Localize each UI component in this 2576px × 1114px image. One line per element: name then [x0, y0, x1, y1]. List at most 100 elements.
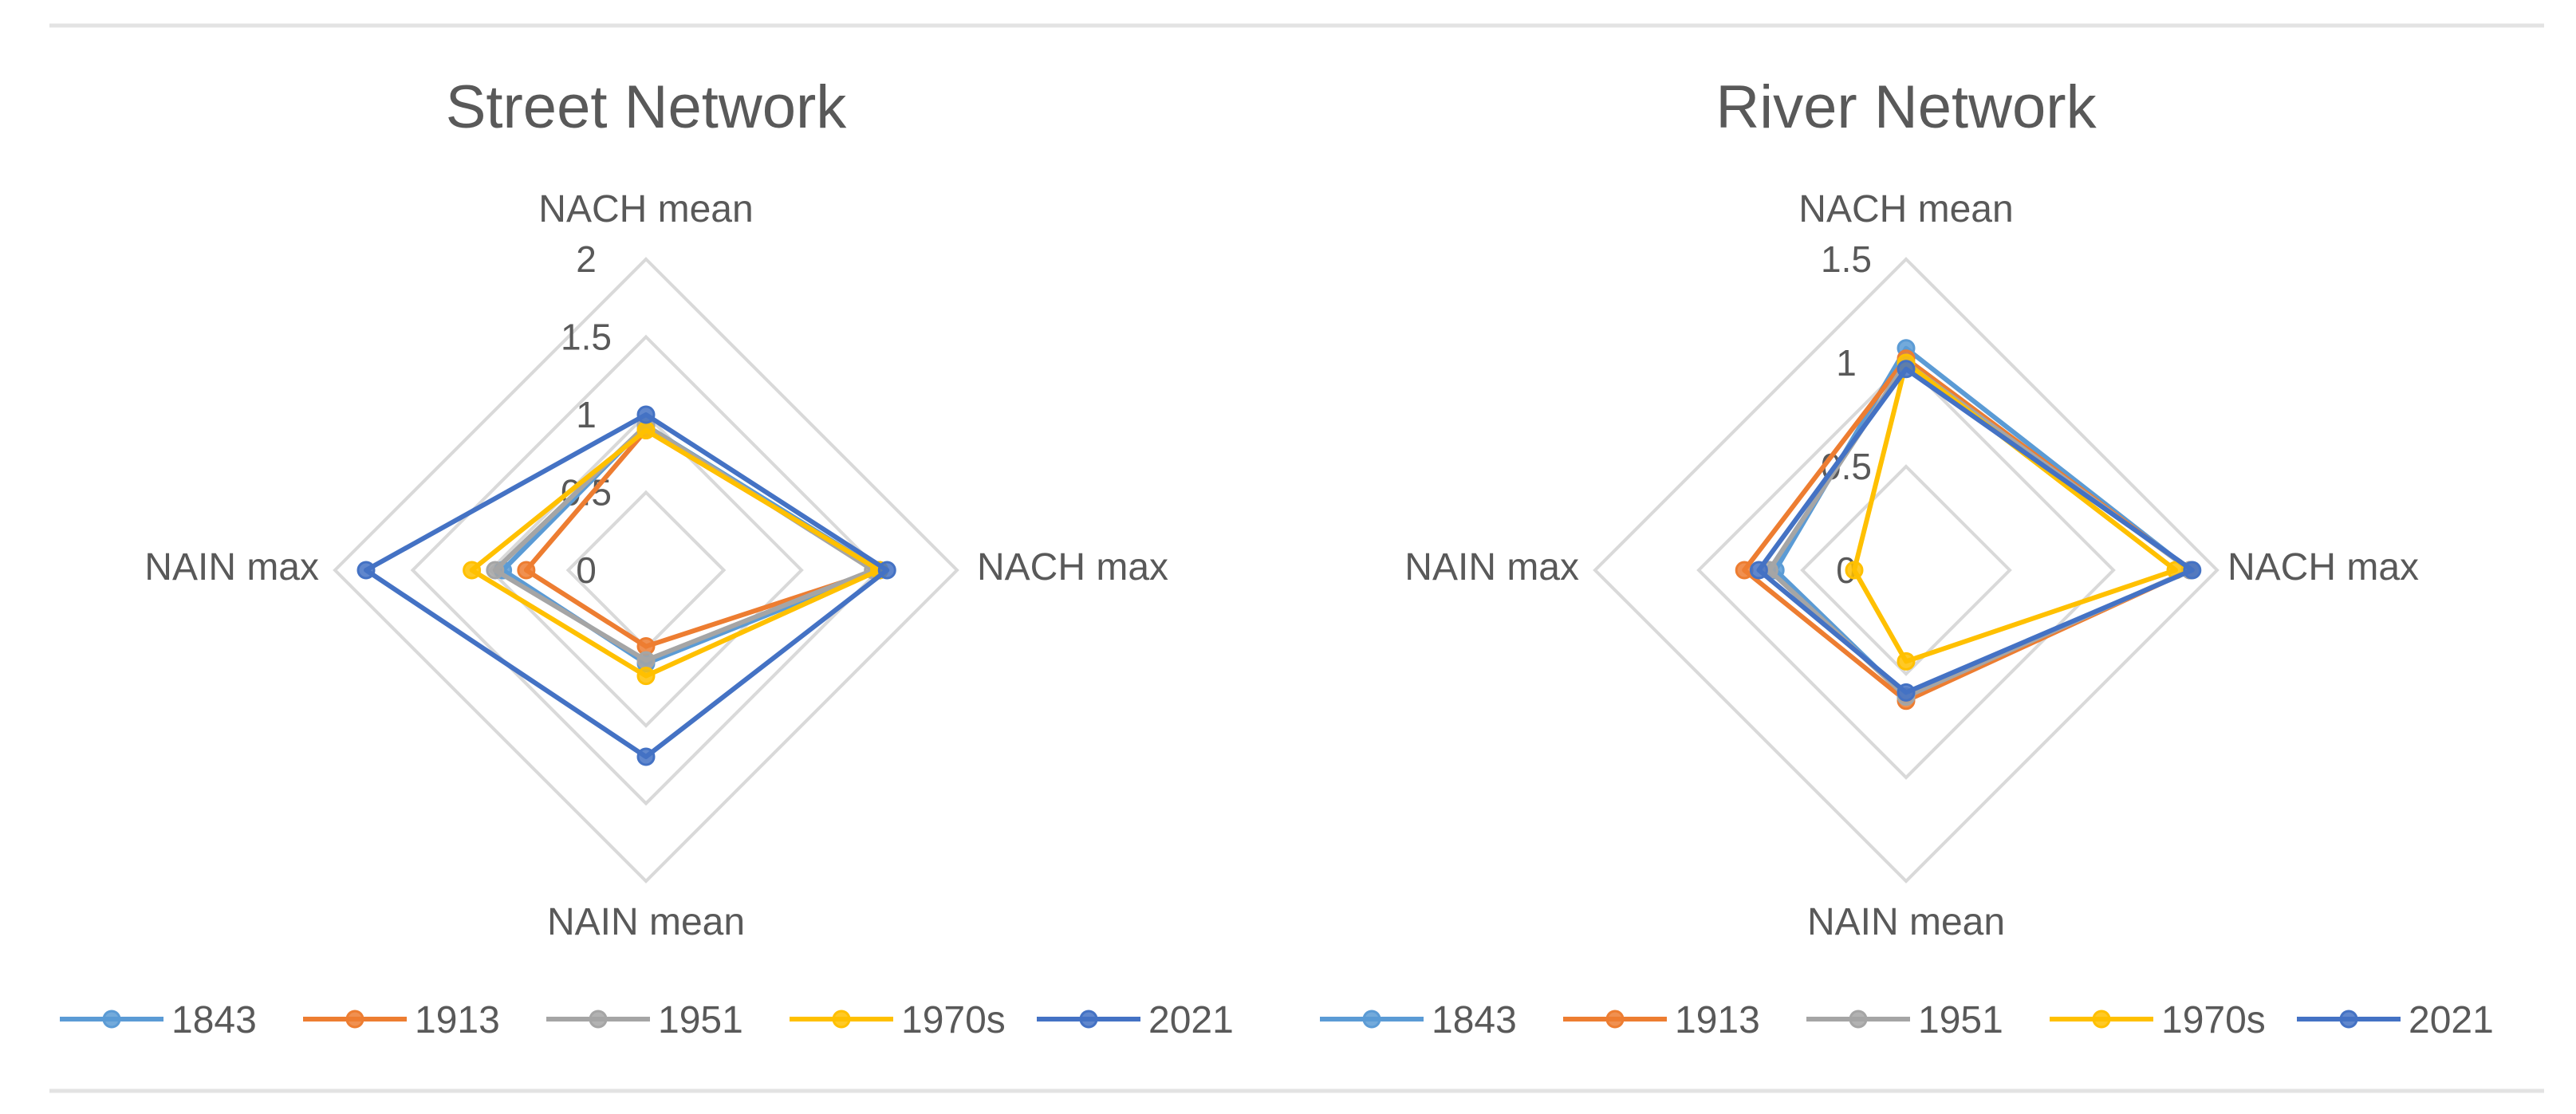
- street-legend-label: 1843: [171, 999, 257, 1041]
- river-legend-item: 1843: [1320, 999, 1517, 1041]
- river-legend-label: 1843: [1432, 999, 1517, 1041]
- street-data-point: [638, 422, 654, 439]
- river-legend-item: 1951: [1806, 999, 2003, 1041]
- street-tick-label: 2: [576, 238, 597, 280]
- street-data-point: [358, 562, 374, 578]
- street-legend-label: 2021: [1148, 999, 1234, 1041]
- street-axis-label-nain-mean: NAIN mean: [547, 901, 745, 943]
- street-legend-swatch-marker: [832, 1010, 851, 1029]
- street-grid: [333, 257, 959, 884]
- river-legend-swatch-marker: [1605, 1010, 1625, 1029]
- river-chart-title: River Network: [1715, 73, 2097, 141]
- street-legend-swatch-marker: [589, 1010, 608, 1029]
- river-data-point-outline: [1897, 360, 1916, 379]
- river-data-point-outline: [2183, 561, 2202, 580]
- river-legend: 1843 1913 1951 1970s 2021: [1320, 999, 2494, 1041]
- river-data-point: [1846, 562, 1862, 578]
- street-data-point: [518, 562, 534, 578]
- street-series-1970s: [463, 421, 888, 686]
- river-legend-label: 1913: [1675, 999, 1760, 1041]
- street-grid-ring: [410, 334, 882, 806]
- river-tick-label: 1.5: [1821, 238, 1872, 280]
- street-chart-title: Street Network: [446, 73, 848, 141]
- river-legend-swatch-marker: [1362, 1010, 1381, 1029]
- street-tick-label: 1: [576, 394, 597, 435]
- street-data-point: [486, 562, 503, 578]
- river-series-line: [1852, 360, 2178, 664]
- river-legend-label: 2021: [2409, 999, 2494, 1041]
- street-data-point: [879, 562, 896, 578]
- street-legend-swatch-marker: [1079, 1010, 1098, 1029]
- street-legend-item: 1843: [60, 999, 257, 1041]
- river-axis-label-nain-max: NAIN max: [1404, 546, 1579, 588]
- river-legend-label: 1951: [1918, 999, 2003, 1041]
- river-grid: [1593, 257, 2220, 884]
- street-axis-label-nain-max: NAIN max: [144, 546, 319, 588]
- river-data-point: [1751, 562, 1767, 578]
- river-series-1843: [1766, 339, 2200, 707]
- river-legend-item: 1913: [1563, 999, 1760, 1041]
- street-series: [356, 405, 896, 766]
- street-legend-item: 1970s: [790, 999, 1006, 1041]
- river-axis-label-nain-mean: NAIN mean: [1807, 901, 2005, 943]
- street-axis-label-nach-max: NACH max: [977, 546, 1168, 588]
- river-data-point: [1736, 562, 1753, 578]
- river-legend-swatch-marker: [2339, 1010, 2358, 1029]
- river-legend-label: 1970s: [2161, 999, 2266, 1041]
- street-grid-ring: [488, 412, 804, 728]
- street-legend-item: 1913: [303, 999, 500, 1041]
- river-data-point: [1898, 653, 1914, 670]
- street-data-point-outline: [877, 561, 896, 580]
- street-data-point-outline: [463, 561, 482, 580]
- river-series: [1735, 339, 2202, 711]
- street-data-point-outline: [636, 747, 656, 766]
- street-data-point-outline: [517, 561, 536, 580]
- river-data-point-outline: [1749, 561, 1768, 580]
- river-axis-label-nach-mean: NACH mean: [1798, 188, 2013, 230]
- river-legend-item: 1970s: [2050, 999, 2266, 1041]
- street-data-point-outline: [636, 405, 656, 424]
- river-data-point-outline: [1897, 651, 1916, 671]
- river-legend-swatch-marker: [2092, 1010, 2111, 1029]
- river-data-point: [1898, 684, 1914, 701]
- street-tick-label: 1.5: [561, 317, 612, 358]
- river-legend-swatch-marker: [1849, 1010, 1868, 1029]
- street-legend: 1843 1913 1951 1970s 2021: [60, 999, 1234, 1041]
- street-data-point: [638, 407, 654, 423]
- street-series-2021: [356, 405, 896, 766]
- river-grid-ring: [1696, 360, 2116, 780]
- river-network-panel: River Network NACH mean NACH max NAIN me…: [1320, 73, 2494, 1041]
- river-data-point: [1898, 360, 1914, 377]
- river-grid-ring: [1593, 257, 2220, 884]
- river-legend-item: 2021: [2297, 999, 2494, 1041]
- river-data-point-outline: [1897, 683, 1916, 702]
- river-tick-label: 1: [1836, 342, 1857, 384]
- street-data-point: [638, 749, 654, 765]
- street-legend-item: 1951: [546, 999, 743, 1041]
- street-data-point: [638, 638, 654, 655]
- river-data-point-outline: [1845, 561, 1864, 580]
- street-tick-label: 0: [576, 549, 597, 591]
- street-grid-ring: [333, 257, 959, 884]
- street-legend-label: 1951: [658, 999, 743, 1041]
- street-legend-label: 1913: [415, 999, 500, 1041]
- street-data-point: [638, 652, 654, 669]
- street-data-point: [638, 667, 654, 684]
- street-data-point-outline: [636, 667, 656, 686]
- street-legend-swatch-marker: [345, 1010, 364, 1029]
- river-series-1970s: [1845, 353, 2185, 671]
- street-data-point: [463, 562, 480, 578]
- river-ticks: 00.511.5: [1821, 238, 1872, 591]
- street-legend-label: 1970s: [901, 999, 1006, 1041]
- river-series-2021: [1749, 360, 2202, 702]
- street-data-point-outline: [486, 561, 505, 580]
- street-axis-label-nach-mean: NACH mean: [538, 188, 753, 230]
- river-data-point: [2184, 562, 2200, 578]
- street-network-panel: Street Network NACH mean NACH max NAIN m…: [60, 73, 1234, 1041]
- street-legend-swatch-marker: [102, 1010, 121, 1029]
- street-data-point-outline: [356, 561, 376, 580]
- river-grid-ring: [1800, 464, 2012, 676]
- street-legend-item: 2021: [1037, 999, 1234, 1041]
- river-axis-label-nach-max: NACH max: [2227, 546, 2419, 588]
